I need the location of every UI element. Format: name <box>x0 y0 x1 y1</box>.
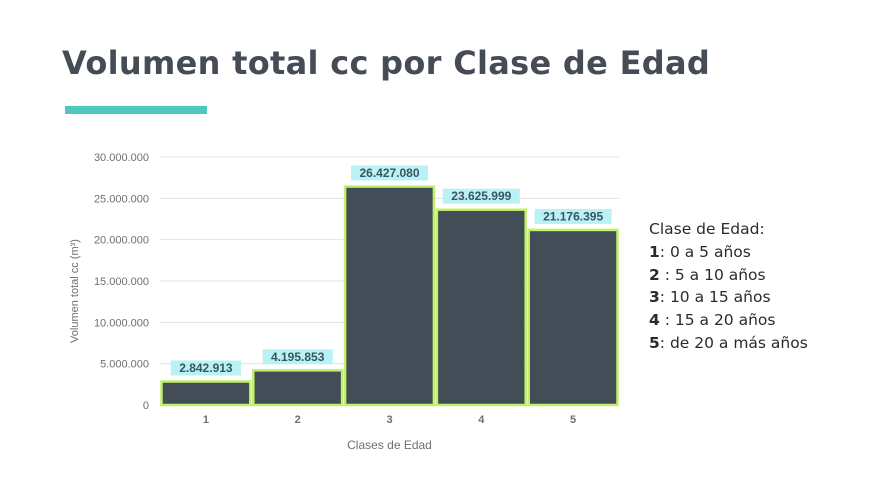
age-class-legend: Clase de Edad: 1: 0 a 5 años 2 : 5 a 10 … <box>649 218 808 355</box>
legend-item-2: 2 : 5 a 10 años <box>649 264 808 287</box>
page-title: Volumen total cc por Clase de Edad <box>62 44 711 82</box>
y-tick-label: 25.000.000 <box>94 193 149 205</box>
legend-heading: Clase de Edad: <box>649 220 765 238</box>
data-label: 4.195.853 <box>271 350 325 364</box>
x-tick-label: 3 <box>386 414 392 426</box>
legend-item-1: 1: 0 a 5 años <box>649 241 808 264</box>
legend-item-number: 2 <box>649 265 660 284</box>
x-axis-title: Clases de Edad <box>347 438 432 452</box>
legend-item-text: : 5 a 10 años <box>659 265 766 284</box>
legend-item-text: : de 20 a más años <box>659 333 808 352</box>
bar-4 <box>435 208 527 407</box>
legend-item-text: : 10 a 15 años <box>659 288 771 307</box>
y-tick-label: 15.000.000 <box>94 276 149 288</box>
y-tick-label: 30.000.000 <box>94 152 149 164</box>
x-tick-label: 4 <box>478 414 485 426</box>
x-tick-label: 5 <box>570 414 576 426</box>
data-label: 26.427.080 <box>359 166 419 180</box>
data-label-bg <box>262 349 333 365</box>
bar-1 <box>160 380 252 407</box>
y-tick-label: 20.000.000 <box>94 235 149 247</box>
bar-5 <box>527 228 619 407</box>
data-label: 2.842.913 <box>179 361 233 375</box>
data-label-bg <box>442 188 520 204</box>
legend-item-number: 5 <box>649 333 660 352</box>
x-tick-label: 2 <box>295 414 301 426</box>
y-tick-label: 0 <box>143 400 149 412</box>
legend-item-number: 1 <box>649 242 660 261</box>
legend-item-number: 4 <box>649 311 660 330</box>
legend-item-number: 3 <box>649 288 660 307</box>
title-accent-bar <box>65 106 207 114</box>
legend-item-4: 4 : 15 a 20 años <box>649 309 808 332</box>
legend-item-text: : 15 a 20 años <box>659 311 776 330</box>
data-label: 23.625.999 <box>451 189 511 203</box>
y-axis-title: Volumen total cc (m³) <box>69 239 81 343</box>
bar-3 <box>343 185 436 407</box>
bar-2 <box>252 369 344 407</box>
data-label-bg <box>170 360 241 376</box>
y-tick-label: 5.000.000 <box>100 359 149 371</box>
legend-item-3: 3: 10 a 15 años <box>649 286 808 309</box>
legend-item-5: 5: de 20 a más años <box>649 332 808 355</box>
data-label-bg <box>351 165 428 181</box>
data-label-bg <box>534 208 612 224</box>
data-label: 21.176.395 <box>543 209 603 223</box>
x-tick-label: 1 <box>203 414 209 426</box>
y-tick-label: 10.000.000 <box>94 317 149 329</box>
legend-item-text: : 0 a 5 años <box>659 242 751 261</box>
